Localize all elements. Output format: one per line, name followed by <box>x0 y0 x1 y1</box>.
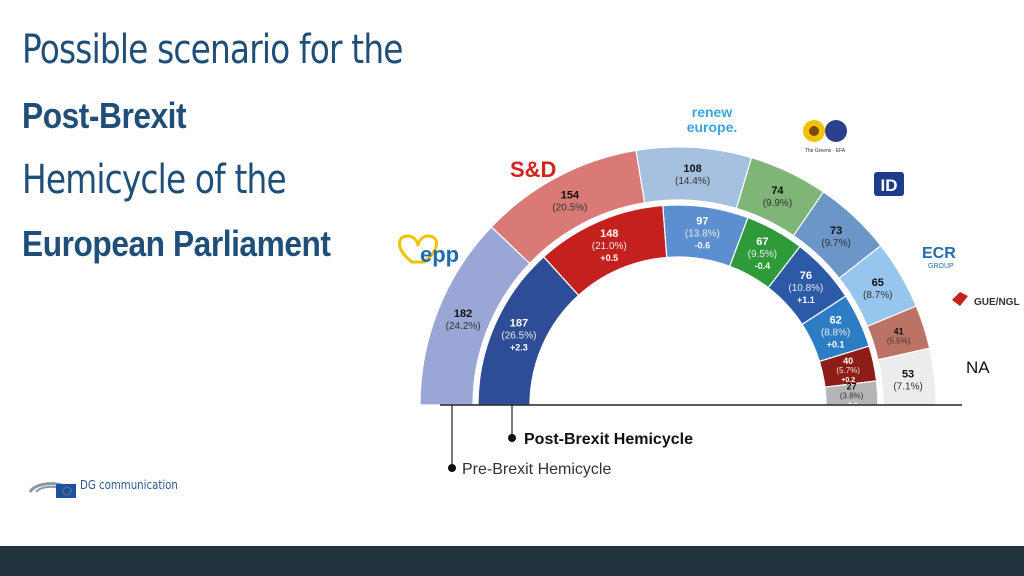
greens-logo: The Greens · EFA <box>803 120 847 154</box>
seat-labels: 182(24.2%) 154(20.5%) 108(14.4%) 74(9.9%) 73… <box>446 163 923 410</box>
post-brexit-ring <box>477 204 879 406</box>
post-label-greens-pct: (9.5%) <box>748 249 777 260</box>
pre-label-sd-pct: (20.5%) <box>552 202 587 213</box>
pre-label-id-pct: (9.7%) <box>821 238 850 249</box>
post-label-id-seats: 76 <box>800 270 812 282</box>
pre-label-sd-seats: 154 <box>561 189 580 201</box>
dg-communication-logo: DG communication <box>26 470 195 500</box>
pre-label-gue-pct: (5.5%) <box>887 336 911 345</box>
post-label-sd-delta: +0.5 <box>600 253 618 263</box>
ecr-logo-text: ECR <box>922 245 956 262</box>
post-label-gue-pct: (5.7%) <box>836 366 860 375</box>
pre-label-ecr-seats: 65 <box>872 277 884 289</box>
pre-label-renew-seats: 108 <box>683 163 701 175</box>
gue-logo: GUE/NGL <box>952 292 1020 308</box>
post-label-na-seats: 27 <box>847 382 857 392</box>
parliament-icon <box>28 482 76 498</box>
title-line-1: Possible scenario for the <box>22 27 403 73</box>
sd-logo: S&D <box>510 157 556 182</box>
footer-bar <box>0 546 1024 576</box>
post-label-na-delta: -3.2 <box>846 403 858 410</box>
pre-label-gue-seats: 41 <box>894 326 904 336</box>
star-icon <box>952 292 968 306</box>
ecr-logo: ECR GROUP <box>922 245 956 270</box>
title-line-4: European Parliament <box>22 223 331 264</box>
post-label-renew-pct: (13.8%) <box>685 229 720 240</box>
post-label-renew-seats: 97 <box>696 216 708 228</box>
pre-brexit-label: Pre-Brexit Hemicycle <box>462 461 611 478</box>
epp-heart-icon <box>398 234 438 264</box>
post-label-sd-seats: 148 <box>600 228 618 240</box>
pre-label-na-seats: 53 <box>902 368 914 380</box>
post-label-na-pct: (3.8%) <box>840 392 864 401</box>
post-label-epp-pct: (26.5%) <box>501 330 536 341</box>
pre-label-id-seats: 73 <box>830 225 842 237</box>
pre-label-greens-seats: 74 <box>771 185 784 197</box>
pre-label-ecr-pct: (8.7%) <box>863 290 892 301</box>
post-label-id-delta: +1.1 <box>797 295 815 305</box>
epp-logo-text: epp <box>420 242 459 267</box>
post-label-gue-delta: +0.2 <box>841 377 855 384</box>
pre-label-epp-seats: 182 <box>454 308 472 320</box>
post-label-renew-delta: -0.6 <box>695 241 711 251</box>
dg-communication-text: DG communication <box>80 478 178 492</box>
post-label-gue-seats: 40 <box>843 356 853 366</box>
pre-label-epp-pct: (24.2%) <box>446 321 481 332</box>
post-label-epp-delta: +2.3 <box>510 342 528 352</box>
post-label-greens-delta: -0.4 <box>755 261 771 271</box>
post-label-sd-pct: (21.0%) <box>592 241 627 252</box>
title-line-3: Hemicycle of the <box>22 157 287 203</box>
title-line-2: Post-Brexit <box>22 95 187 136</box>
pre-label-na-pct: (7.1%) <box>893 381 922 392</box>
id-logo: ID <box>874 172 904 196</box>
eu-stars-icon <box>825 120 847 142</box>
post-label-ecr-delta: +0.1 <box>827 339 845 349</box>
ecr-logo-sub: GROUP <box>928 263 954 270</box>
post-label-id-pct: (10.8%) <box>788 283 823 294</box>
renew-logo-line-1: renew <box>692 104 733 120</box>
post-brexit-label: Post-Brexit Hemicycle <box>524 431 693 448</box>
id-logo-text: ID <box>881 176 898 195</box>
renew-logo: renew europe. <box>687 104 738 135</box>
pre-brexit-callout-dot <box>448 464 456 472</box>
post-label-epp-seats: 187 <box>510 317 528 329</box>
pre-label-greens-pct: (9.9%) <box>763 198 792 209</box>
pre-brexit-ring <box>419 146 937 406</box>
renew-logo-line-2: europe. <box>687 119 738 135</box>
post-label-ecr-seats: 62 <box>829 314 841 326</box>
post-label-greens-seats: 67 <box>756 236 768 248</box>
gue-logo-text: GUE/NGL <box>974 297 1020 308</box>
greens-logo-text: The Greens · EFA <box>805 148 846 154</box>
epp-logo: epp <box>398 234 459 267</box>
na-label: NA <box>966 358 990 377</box>
pre-label-renew-pct: (14.4%) <box>675 176 710 187</box>
post-label-ecr-pct: (8.8%) <box>821 327 850 338</box>
post-brexit-callout-dot <box>508 434 516 442</box>
